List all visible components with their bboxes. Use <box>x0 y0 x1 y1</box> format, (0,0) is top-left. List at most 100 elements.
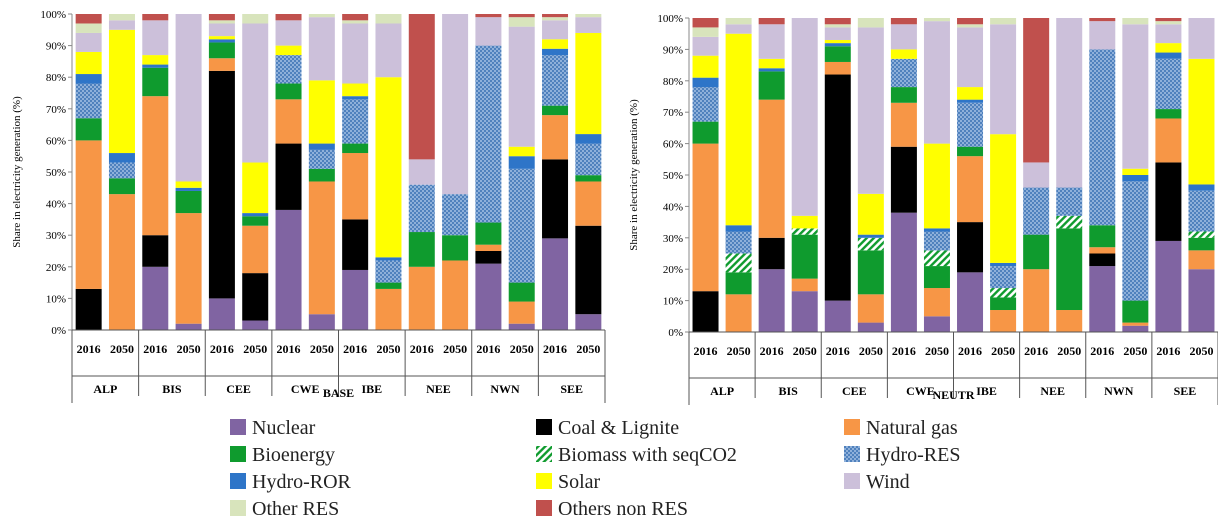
x-tick-label-year: 2016 <box>476 342 500 356</box>
segment-hydro-res <box>108 162 135 179</box>
bar-see-2050 <box>575 14 602 330</box>
x-tick-label-year: 2050 <box>110 342 134 356</box>
segment-wind <box>108 20 135 30</box>
x-tick-label-year: 2050 <box>727 344 751 358</box>
segment-solar <box>890 49 917 59</box>
segment-wind <box>692 36 719 56</box>
legend-label: Others non RES <box>558 498 688 520</box>
segment-coal-and-lignite <box>957 222 984 273</box>
segment-coal-and-lignite <box>542 159 569 239</box>
segment-coal-and-lignite <box>242 273 269 321</box>
segment-coal-and-lignite <box>208 70 235 299</box>
x-tick-label-year: 2050 <box>1189 344 1213 358</box>
segment-hydro-res <box>542 55 569 106</box>
segment-natural-gas <box>542 115 569 160</box>
segment-others-non-res <box>1089 18 1116 22</box>
segment-hydro-res <box>890 58 917 88</box>
y-tick-label: 20% <box>46 262 66 274</box>
segment-bioenergy <box>1056 228 1083 311</box>
bar-nee-2050 <box>1056 18 1083 332</box>
segment-solar <box>208 36 235 40</box>
segment-natural-gas <box>1155 118 1182 163</box>
legend-item-other-res: Other RES <box>230 498 339 520</box>
y-tick-label: 40% <box>46 199 66 211</box>
segment-natural-gas <box>308 181 335 315</box>
segment-hydro-res <box>342 99 369 144</box>
segment-solar <box>175 181 202 188</box>
segment-natural-gas <box>725 294 752 332</box>
segment-other-res <box>824 24 851 28</box>
segment-hydro-res <box>408 184 435 233</box>
segment-hydro-ror <box>857 234 884 238</box>
segment-hydro-res <box>1056 187 1083 216</box>
segment-other-res <box>857 18 884 28</box>
x-tick-label-year: 2050 <box>991 344 1015 358</box>
segment-bioenergy <box>1122 300 1149 323</box>
legend-swatch <box>230 473 246 489</box>
segment-bioenergy <box>242 216 269 226</box>
segment-natural-gas <box>375 288 402 330</box>
segment-hydro-ror <box>142 64 169 68</box>
panel-neutr: 0% 10% 20% 30% 40% 50% 60% 70% 80% 90% 100% Share i… <box>628 13 1218 405</box>
legend-label: Other RES <box>252 498 339 520</box>
segment-hydro-res <box>575 143 602 176</box>
segment-wind <box>442 14 469 195</box>
segment-solar <box>242 162 269 214</box>
segment-nuclear <box>175 323 202 330</box>
bar-nee-2016 <box>1023 18 1050 332</box>
segment-biomass-with-seqco2 <box>1188 231 1215 238</box>
segment-natural-gas <box>175 213 202 324</box>
segment-others-non-res <box>824 18 851 25</box>
segment-solar <box>923 143 950 229</box>
x-tick-label-year: 2050 <box>310 342 334 356</box>
segment-bioenergy <box>342 143 369 154</box>
bar-nee-2050 <box>442 14 469 330</box>
x-group-label-alp: ALP <box>710 384 734 398</box>
segment-solar <box>108 29 135 154</box>
segment-other-res <box>208 20 235 24</box>
segment-wind <box>575 17 602 33</box>
segment-nuclear <box>758 269 785 332</box>
segment-hydro-ror <box>175 187 202 191</box>
segment-solar <box>957 87 984 100</box>
segment-coal-and-lignite <box>142 235 169 267</box>
segment-hydro-res <box>923 231 950 251</box>
legend-label: Biomass with seqCO2 <box>558 444 737 466</box>
x-group-label-see: SEE <box>1174 384 1197 398</box>
segment-nuclear <box>508 323 535 330</box>
segment-natural-gas <box>508 301 535 324</box>
legend-label: Nuclear <box>252 417 316 439</box>
y-tick-label: 90% <box>46 41 66 53</box>
segment-wind <box>725 24 752 34</box>
bar-nwn-2050 <box>508 14 535 330</box>
legend-item-coal-and-lignite: Coal & Lignite <box>536 417 679 439</box>
segment-other-res <box>542 17 569 21</box>
x-group-label-ibe: IBE <box>976 384 997 398</box>
x-group-label-see: SEE <box>560 382 583 396</box>
legend-item-natural-gas: Natural gas <box>844 417 958 439</box>
segment-hydro-res <box>692 87 719 122</box>
x-group-label-cee: CEE <box>226 382 251 396</box>
segment-natural-gas <box>408 266 435 330</box>
bar-see-2016 <box>1155 18 1182 332</box>
bar-nwn-2016 <box>1089 18 1116 332</box>
x-tick-label-year: 2050 <box>576 342 600 356</box>
segment-others-non-res <box>1155 18 1182 22</box>
x-tick-label-year: 2050 <box>1123 344 1147 358</box>
segment-nuclear <box>857 322 884 332</box>
segment-wind <box>1056 18 1083 188</box>
segment-natural-gas <box>75 140 102 289</box>
segment-solar <box>1155 43 1182 53</box>
segment-wind <box>758 24 785 59</box>
bar-bis-2050 <box>791 18 818 332</box>
segment-solar <box>1188 58 1215 185</box>
segment-others-non-res <box>75 14 102 24</box>
legend-swatch <box>844 473 860 489</box>
segment-nuclear <box>542 238 569 330</box>
y-tick-label: 50% <box>46 167 66 179</box>
legend-swatch <box>230 419 246 435</box>
segment-natural-gas <box>1023 269 1050 332</box>
legend-label: Bioenergy <box>252 444 335 466</box>
x-tick-label-year: 2050 <box>925 344 949 358</box>
segment-other-res <box>108 14 135 21</box>
